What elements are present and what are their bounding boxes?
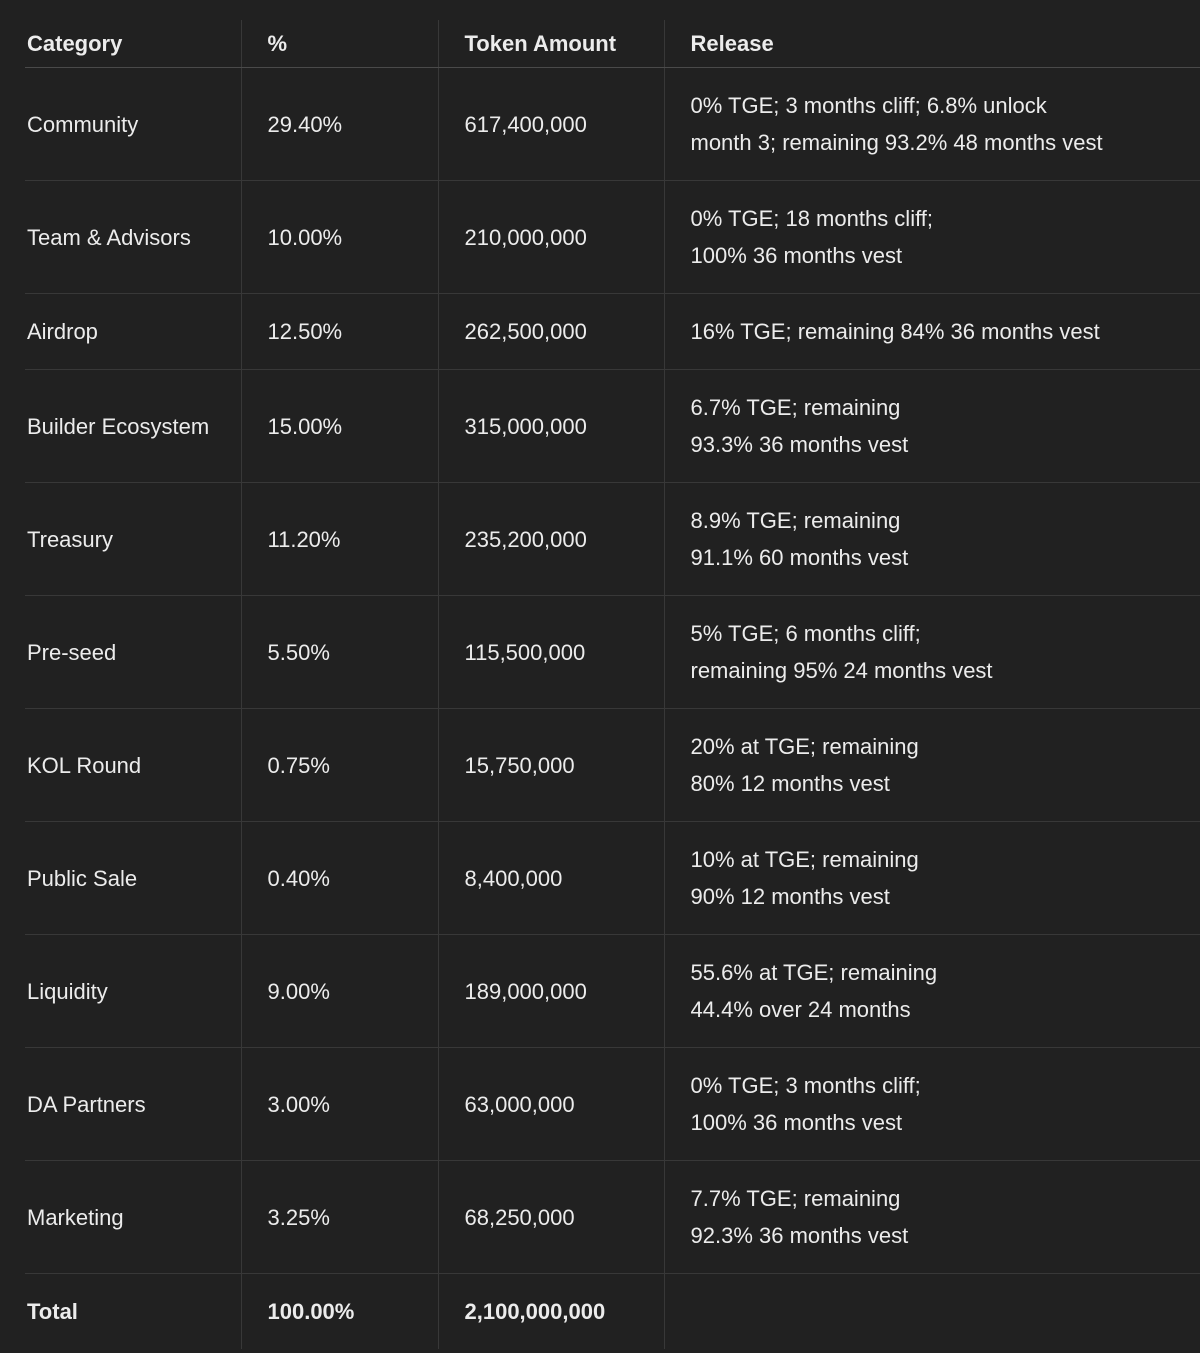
category-cell: Treasury [25, 482, 241, 596]
value-cell: 10.00% [240, 180, 438, 294]
table-row: Liquidity 9.00% 189,000,000 55.6% at TGE; r… [25, 934, 1200, 1048]
value-cell: 5.50% [240, 595, 438, 709]
release-line: 100% 36 months vest [690, 1110, 903, 1135]
release-line: remaining 95% 24 months vest [690, 658, 993, 683]
table-row: Team & Advisors 10.00% 210,000,000 0% TGE; … [25, 180, 1200, 294]
release-line: month 3; remaining 93.2% 48 months vest [690, 130, 1103, 155]
value-cell: 0.40% [240, 821, 438, 935]
release-cell: 0% TGE; 3 months cliff; 100% 36 months ve… [663, 1047, 1200, 1161]
header-cell: Category [25, 20, 241, 68]
table-row: KOL Round 0.75% 15,750,000 20% at TGE; rema… [25, 708, 1200, 822]
table-row: DA Partners 3.00% 63,000,000 0% TGE; 3 mont… [25, 1047, 1200, 1161]
value-cell: 100.00% [240, 1273, 438, 1349]
release-cell: 20% at TGE; remaining 80% 12 months vest [663, 708, 1200, 822]
value-cell: 63,000,000 [437, 1047, 664, 1161]
release-cell: 55.6% at TGE; remaining 44.4% over 24 mon… [663, 934, 1200, 1048]
release-line: 5% TGE; 6 months cliff; [690, 621, 921, 646]
category-cell: Public Sale [25, 821, 241, 935]
release-line: 16% TGE; remaining 84% 36 months vest [690, 319, 1100, 344]
value-cell: 3.25% [240, 1160, 438, 1274]
table-row: Treasury 11.20% 235,200,000 8.9% TGE; remai… [25, 482, 1200, 596]
table-row: Airdrop 12.50% 262,500,000 16% TGE; remaini… [25, 293, 1200, 370]
value-cell: 0.75% [240, 708, 438, 822]
release-cell: 6.7% TGE; remaining 93.3% 36 months vest [663, 369, 1200, 483]
release-cell: 0% TGE; 18 months cliff; 100% 36 months v… [663, 180, 1200, 294]
release-line: 20% at TGE; remaining [690, 734, 919, 759]
value-cell: 15,750,000 [437, 708, 664, 822]
category-cell: Airdrop [25, 293, 241, 370]
value-cell: 9.00% [240, 934, 438, 1048]
value-cell: 29.40% [240, 67, 438, 181]
release-line: 90% 12 months vest [690, 884, 890, 909]
table-row: Community 29.40% 617,400,000 0% TGE; 3 mont… [25, 67, 1200, 181]
value-cell: 2,100,000,000 [437, 1273, 664, 1349]
category-cell: Team & Advisors [25, 180, 241, 294]
value-cell: 3.00% [240, 1047, 438, 1161]
release-line: 0% TGE; 3 months cliff; [690, 1073, 921, 1098]
table-row: Public Sale 0.40% 8,400,000 10% at TGE; rem… [25, 821, 1200, 935]
table-row: Total 100.00% 2,100,000,000 [25, 1273, 1200, 1349]
release-line: 7.7% TGE; remaining [690, 1186, 901, 1211]
release-line: 93.3% 36 months vest [690, 432, 909, 457]
value-cell: 315,000,000 [437, 369, 664, 483]
release-line: 92.3% 36 months vest [690, 1223, 909, 1248]
release-cell: 16% TGE; remaining 84% 36 months vest [663, 293, 1200, 370]
value-cell: 8,400,000 [437, 821, 664, 935]
value-cell: 68,250,000 [437, 1160, 664, 1274]
value-cell: 262,500,000 [437, 293, 664, 370]
header-row: Category% Token Amount Release [25, 20, 1200, 68]
value-cell: 15.00% [240, 369, 438, 483]
category-cell: Pre-seed [25, 595, 241, 709]
table-row: Pre-seed 5.50% 115,500,000 5% TGE; 6 months… [25, 595, 1200, 709]
category-cell: DA Partners [25, 1047, 241, 1161]
value-cell: 210,000,000 [437, 180, 664, 294]
header-cell: Release [663, 20, 1200, 68]
allocation-table: Category% Token Amount Release Community 29… [25, 20, 1200, 1349]
category-cell: Total [27, 1299, 78, 1324]
release-cell: 0% TGE; 3 months cliff; 6.8% unlock month… [663, 67, 1200, 181]
release-cell: 7.7% TGE; remaining 92.3% 36 months vest [663, 1160, 1200, 1274]
release-cell: 5% TGE; 6 months cliff; remaining 95% 24 … [663, 595, 1200, 709]
category-cell: Marketing [25, 1160, 241, 1274]
value-cell: 235,200,000 [437, 482, 664, 596]
table-row: Marketing 3.25% 68,250,000 7.7% TGE; remain… [25, 1160, 1200, 1274]
category-cell: KOL Round [25, 708, 241, 822]
release-line: 44.4% over 24 months [690, 997, 911, 1022]
category-cell: Community [25, 67, 241, 181]
release-line: 91.1% 60 months vest [690, 545, 909, 570]
value-cell: 12.50% [240, 293, 438, 370]
category-cell: Builder Ecosystem [25, 369, 241, 483]
release-line: 55.6% at TGE; remaining [690, 960, 938, 985]
header-cell: % [240, 20, 438, 68]
release-line: 0% TGE; 3 months cliff; 6.8% unlock [690, 93, 1047, 118]
header-cell: Token Amount [437, 20, 664, 68]
empty-cell [663, 1273, 1200, 1349]
release-cell: 10% at TGE; remaining 90% 12 months vest [663, 821, 1200, 935]
table-row: Builder Ecosystem 15.00% 315,000,000 6.7% T… [25, 369, 1200, 483]
release-line: 10% at TGE; remaining [690, 847, 919, 872]
value-cell: 617,400,000 [437, 67, 664, 181]
release-cell: 8.9% TGE; remaining 91.1% 60 months vest [663, 482, 1200, 596]
release-line: 8.9% TGE; remaining [690, 508, 901, 533]
category-cell: Liquidity [25, 934, 241, 1048]
value-cell: 11.20% [240, 482, 438, 596]
release-line: 80% 12 months vest [690, 771, 890, 796]
release-line: 100% 36 months vest [690, 243, 903, 268]
release-line: 0% TGE; 18 months cliff; [690, 206, 934, 231]
release-line: 6.7% TGE; remaining [690, 395, 901, 420]
value-cell: 189,000,000 [437, 934, 664, 1048]
value-cell: 115,500,000 [437, 595, 664, 709]
